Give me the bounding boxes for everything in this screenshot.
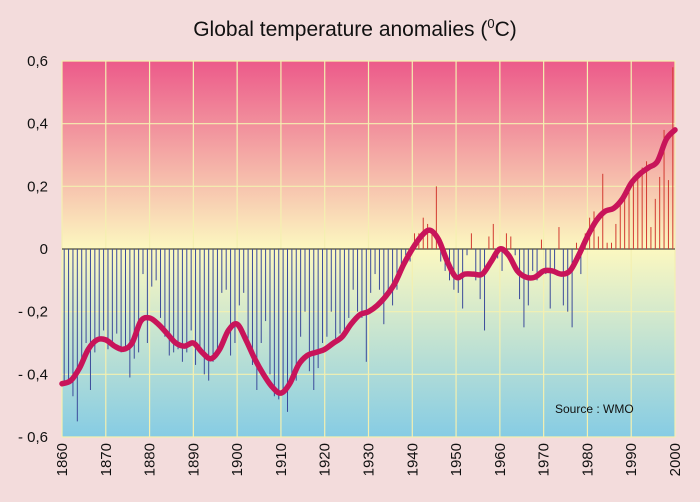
x-tick-label: 1880 — [142, 443, 159, 476]
chart-title: Global temperature anomalies (0C) — [193, 16, 517, 41]
y-tick-label: - 0,4 — [18, 366, 48, 383]
smoothed-line — [59, 127, 678, 396]
x-tick-label: 1940 — [404, 443, 421, 476]
title-suffix: C) — [495, 18, 517, 41]
x-tick-label: 1960 — [492, 443, 509, 476]
x-tick-label: 1990 — [623, 443, 640, 476]
y-tick-labels: 0,6 0,4 0,2 0 - 0,2 - 0,4 - 0,6 — [18, 53, 48, 446]
x-tick-label: 1870 — [98, 443, 115, 476]
x-tick-label: 1950 — [448, 443, 465, 476]
smoothed-line-group — [59, 127, 678, 396]
x-tick-label: 1930 — [361, 443, 378, 476]
y-tick-label: 0 — [40, 241, 48, 258]
x-tick-label: 1980 — [579, 443, 596, 476]
y-tick-label: - 0,6 — [18, 429, 48, 446]
x-tick-label: 2000 — [667, 443, 684, 476]
x-tick-label: 1910 — [273, 443, 290, 476]
y-tick-label: 0,4 — [27, 116, 48, 133]
x-tick-labels: 1860 1870 1880 1890 1900 1910 1920 1930 1940 1950… — [54, 443, 684, 476]
x-tick-label: 1920 — [317, 443, 334, 476]
title-superscript: 0 — [487, 16, 494, 31]
source-label: Source : WMO — [555, 402, 634, 416]
x-tick-label: 1970 — [536, 443, 553, 476]
x-tick-label: 1890 — [185, 443, 202, 476]
y-tick-label: 0,2 — [27, 178, 48, 195]
y-tick-label: 0,6 — [27, 53, 48, 70]
y-tick-label: - 0,2 — [18, 304, 48, 321]
x-tick-label: 1860 — [54, 443, 71, 476]
x-tick-label: 1900 — [229, 443, 246, 476]
